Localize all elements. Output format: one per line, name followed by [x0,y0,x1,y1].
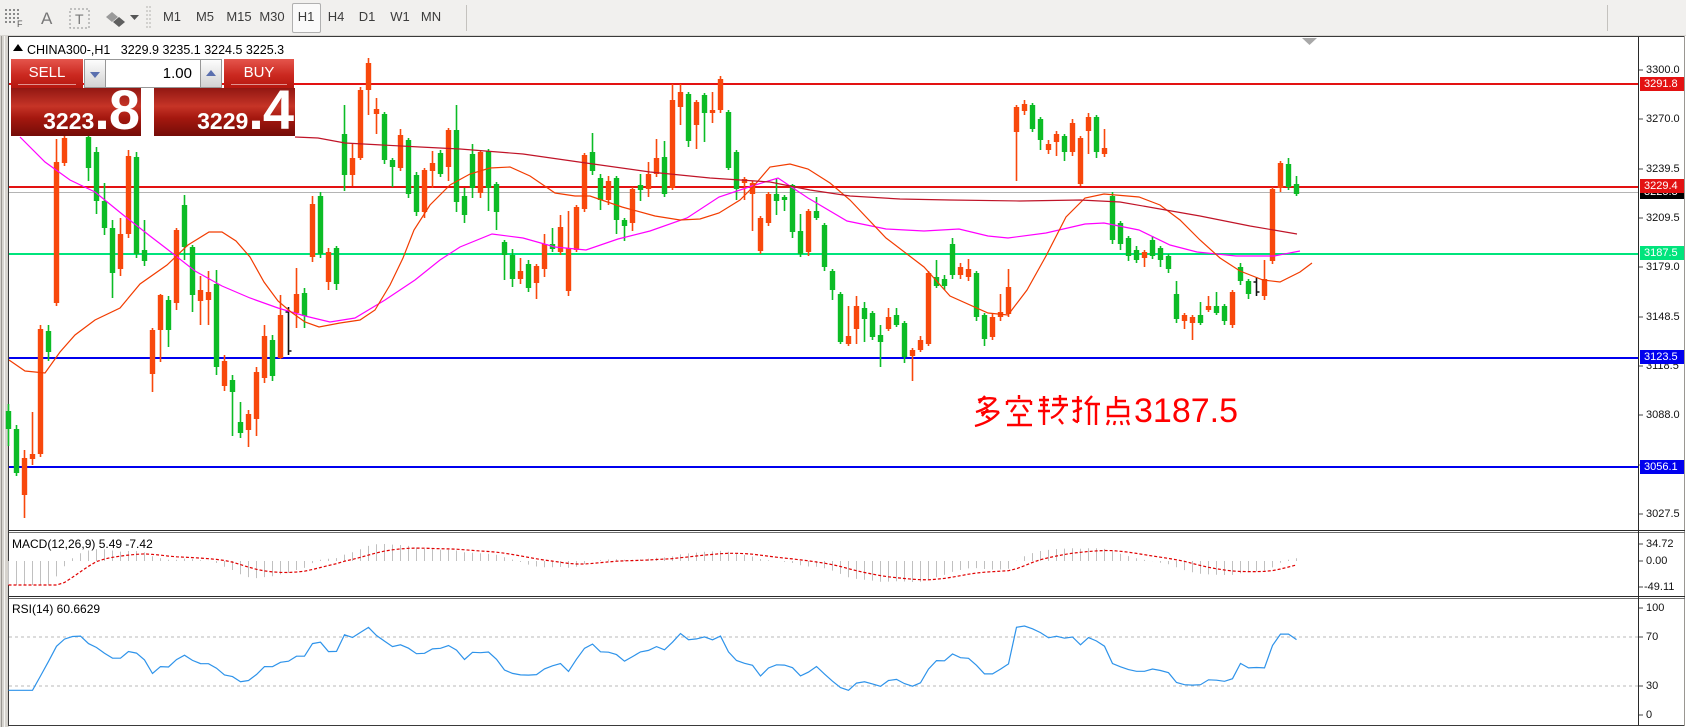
svg-text:F: F [17,19,23,29]
svg-text:A: A [41,9,53,28]
svg-text:T: T [75,11,84,27]
